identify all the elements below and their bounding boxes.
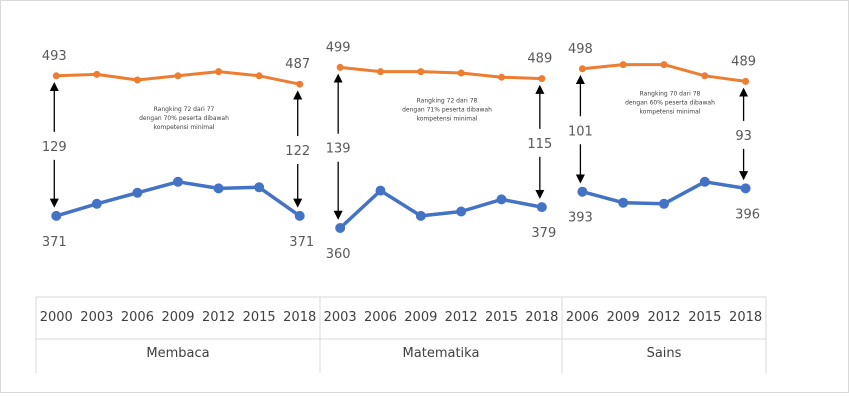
data-label-last-top: 487 [285, 57, 310, 72]
data-point-top [255, 72, 263, 80]
data-label-first-bottom: 360 [326, 247, 351, 262]
data-point-top [296, 80, 304, 88]
data-point-bottom [496, 194, 507, 205]
x-tick-label: 2012 [445, 310, 478, 325]
data-point-bottom [375, 185, 386, 196]
data-point-top [52, 72, 60, 80]
data-point-top [538, 75, 546, 83]
gap-label-first: 129 [42, 140, 67, 155]
note-line: Rangking 72 dari 78 [417, 98, 478, 105]
data-label-last-top: 489 [731, 54, 756, 69]
data-point-top [619, 61, 627, 69]
data-label-first-top: 493 [42, 49, 67, 64]
x-tick-label: 2009 [607, 310, 640, 325]
data-point-top [336, 63, 344, 71]
data-point-bottom [618, 197, 629, 208]
data-label-first-bottom: 371 [42, 235, 67, 250]
x-tick-label: 2006 [121, 310, 154, 325]
data-point-top [701, 72, 709, 80]
x-tick-label: 2012 [202, 310, 235, 325]
category-label: Sains [647, 346, 682, 361]
x-tick-label: 2003 [80, 310, 113, 325]
category-label: Matematika [403, 346, 480, 361]
data-point-bottom [740, 183, 751, 194]
category-label: Membaca [146, 346, 209, 361]
x-tick-label: 2018 [525, 310, 558, 325]
category-axis-grid [35, 296, 767, 373]
gap-label-last: 115 [527, 137, 552, 152]
data-label-first-bottom: 393 [568, 211, 593, 226]
note-line: kompetensi minimal [417, 116, 478, 123]
data-point-bottom [173, 176, 183, 187]
data-label-last-bottom: 379 [531, 226, 556, 241]
plot-area: 2000 2003 2006 2009 2012 2015 2018 Membaca 493 48… [40, 40, 762, 361]
data-point-bottom [456, 206, 467, 217]
note-line: dengan 71% peserta dibawah [402, 107, 492, 114]
x-tick-label: 2015 [688, 310, 721, 325]
data-label-last-bottom: 371 [289, 235, 314, 250]
series-line-bottom [339, 188, 543, 230]
data-point-bottom [91, 198, 102, 209]
data-point-top [377, 68, 384, 76]
x-tick-label: 2000 [40, 310, 73, 325]
panel-matematika: 2003 2006 2009 2012 2015 2018 Matematika 499 489… [324, 40, 559, 361]
gap-label-last: 93 [735, 129, 752, 144]
data-point-top [660, 61, 668, 69]
note-line: dengan 70% peserta dibawah [139, 115, 229, 122]
x-tick-label: 2015 [485, 310, 518, 325]
data-point-bottom [213, 183, 224, 194]
x-tick-label: 2015 [243, 310, 276, 325]
data-point-top [93, 70, 101, 78]
data-point-bottom [415, 210, 426, 221]
x-tick-label: 2006 [566, 310, 599, 325]
panel-membaca: 2000 2003 2006 2009 2012 2015 2018 Membaca 493 48… [40, 49, 317, 361]
data-point-bottom [254, 182, 265, 193]
x-tick-label: 2003 [324, 310, 357, 325]
note-line: kompetensi minimal [640, 109, 701, 116]
x-tick-label: 2018 [283, 310, 316, 325]
data-label-first-top: 499 [326, 40, 351, 55]
x-tick-label: 2012 [647, 310, 680, 325]
x-tick-label: 2018 [729, 310, 762, 325]
x-tick-label: 2009 [404, 310, 437, 325]
data-label-first-top: 498 [568, 42, 593, 57]
data-point-top [742, 77, 750, 85]
data-point-bottom [51, 210, 62, 221]
data-label-last-bottom: 396 [735, 207, 760, 222]
data-point-bottom [132, 187, 143, 198]
data-point-bottom [536, 202, 547, 213]
data-point-top [133, 76, 141, 84]
note-line: Rangking 72 dari 77 [154, 106, 215, 113]
gap-label-first: 101 [568, 124, 593, 139]
data-point-bottom [699, 176, 710, 187]
series-line-top [340, 65, 542, 81]
data-point-top [578, 65, 586, 73]
panel-sains: 2006 2009 2012 2015 2018 Sains 498 489 393 396 101… [566, 42, 762, 361]
data-point-top [174, 72, 182, 80]
data-point-top [498, 73, 505, 81]
x-tick-label: 2006 [364, 310, 397, 325]
data-point-bottom [577, 186, 588, 197]
data-point-bottom [294, 210, 305, 221]
gap-label-last: 122 [285, 144, 310, 159]
note-line: Rangking 70 dari 78 [640, 91, 701, 98]
data-label-last-top: 489 [527, 52, 552, 67]
data-point-bottom [659, 198, 669, 209]
data-point-bottom [335, 223, 346, 233]
gap-label-first: 139 [326, 142, 351, 157]
data-point-top [457, 69, 465, 77]
data-point-top [417, 68, 425, 76]
note-line: kompetensi minimal [154, 124, 215, 131]
note-line: dengan 60% peserta dibawah [625, 100, 715, 107]
x-tick-label: 2009 [161, 310, 194, 325]
data-point-top [215, 68, 223, 76]
